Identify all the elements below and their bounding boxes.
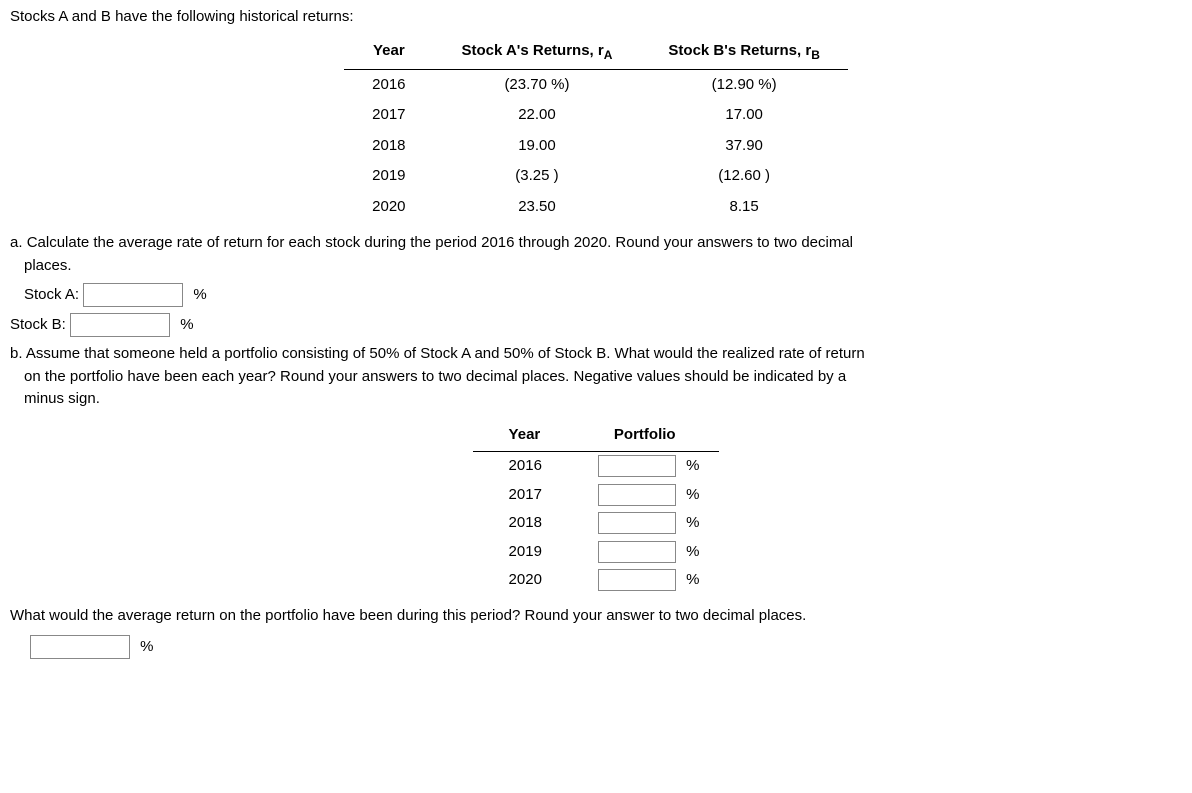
- pct-label: %: [686, 486, 699, 503]
- pct-label: %: [686, 543, 699, 560]
- table-row: 2020 23.50 8.15: [344, 192, 848, 223]
- stock-a-input[interactable]: [83, 283, 183, 307]
- table-row: 2019 %: [473, 538, 720, 567]
- portfolio-2020-input[interactable]: [598, 569, 676, 591]
- pct-label: %: [686, 514, 699, 531]
- portfolio-2019-input[interactable]: [598, 541, 676, 563]
- table-row: 2018 %: [473, 509, 720, 538]
- table-row: 2016 (23.70 %) (12.90 %): [344, 69, 848, 100]
- table-row: 2018 19.00 37.90: [344, 131, 848, 162]
- stock-b-label: Stock B:: [10, 316, 66, 333]
- intro-text: Stocks A and B have the following histor…: [10, 6, 1182, 29]
- pct-label: %: [193, 286, 206, 303]
- table-row: 2019 (3.25 ) (12.60 ): [344, 161, 848, 192]
- question-a: a. Calculate the average rate of return …: [10, 232, 1182, 277]
- avg-return-question: What would the average return on the por…: [10, 605, 1182, 628]
- stock-a-label: Stock A:: [24, 286, 79, 303]
- table-row: 2017 %: [473, 481, 720, 510]
- portfolio-table: Year Portfolio 2016 % 2017 % 2018 %: [473, 419, 720, 595]
- portfolio-2017-input[interactable]: [598, 484, 676, 506]
- avg-return-input[interactable]: [30, 635, 130, 659]
- col-year: Year: [344, 35, 433, 70]
- pct-label: %: [686, 457, 699, 474]
- returns-table: Year Stock A's Returns, rA Stock B's Ret…: [344, 35, 848, 223]
- table-row: 2020 %: [473, 566, 720, 595]
- question-b: b. Assume that someone held a portfolio …: [10, 343, 1182, 411]
- table-row: 2016 %: [473, 452, 720, 481]
- col-stock-b: Stock B's Returns, rB: [640, 35, 847, 70]
- col-year: Year: [473, 419, 578, 452]
- portfolio-2018-input[interactable]: [598, 512, 676, 534]
- pct-label: %: [140, 638, 153, 655]
- pct-label: %: [686, 571, 699, 588]
- pct-label: %: [180, 316, 193, 333]
- stock-b-input[interactable]: [70, 313, 170, 337]
- table-row: 2017 22.00 17.00: [344, 100, 848, 131]
- col-portfolio: Portfolio: [578, 419, 720, 452]
- col-stock-a: Stock A's Returns, rA: [434, 35, 641, 70]
- portfolio-2016-input[interactable]: [598, 455, 676, 477]
